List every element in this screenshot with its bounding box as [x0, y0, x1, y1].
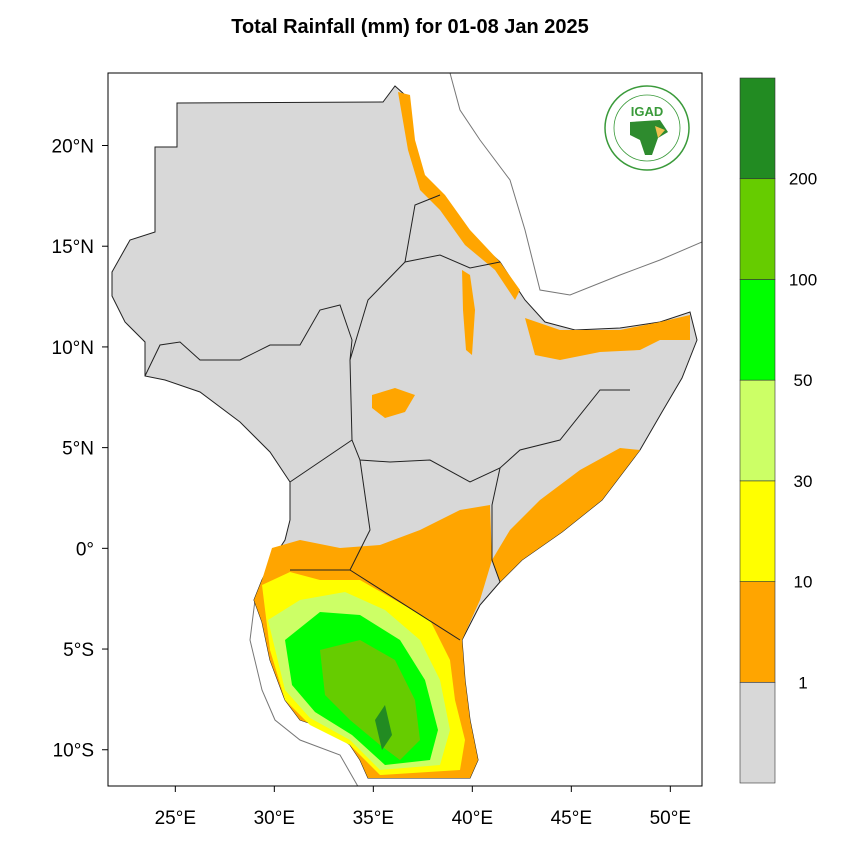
rain-1-10-djibouti-somalia [525, 315, 690, 360]
rain-1-10-east [492, 448, 640, 582]
colorbar-label: 200 [789, 170, 817, 189]
colorbar-label: 50 [794, 371, 813, 390]
lon-tick-label: 45°E [551, 808, 592, 829]
logo-text: IGAD [631, 104, 664, 119]
africa-coastline-south [249, 599, 359, 786]
colorbar-swatch [739, 681, 776, 784]
lon-tick-label: 35°E [353, 808, 394, 829]
rainfall-shading [254, 92, 690, 778]
colorbar-swatch [739, 581, 776, 683]
lat-tick-label: 5°N [62, 439, 94, 460]
lat-tick-label: 10°S [53, 741, 94, 762]
lat-tick-label: 0° [76, 539, 94, 560]
colorbar-swatch [739, 379, 776, 482]
rain-1-10-ethiopia [462, 270, 475, 355]
lat-tick-label: 15°N [52, 237, 94, 258]
colorbar-swatch [739, 279, 776, 381]
colorbar-label: 10 [794, 573, 813, 592]
colorbar-swatch [739, 480, 776, 582]
lat-tick-label: 20°N [52, 137, 94, 158]
rain-1-10-redsea [398, 92, 520, 300]
igad-logo: IGAD [604, 85, 690, 171]
colorbar-label: 100 [789, 270, 817, 289]
lat-tick-label: 10°N [52, 338, 94, 359]
lat-tick-label: 5°S [63, 640, 94, 661]
lon-tick-label: 30°E [254, 808, 295, 829]
lon-tick-label: 50°E [650, 808, 691, 829]
colorbar: 1 10 30 50 100 200 [739, 77, 817, 784]
rain-100-200 [320, 640, 420, 760]
colorbar-swatch [739, 178, 776, 280]
lon-tick-label: 40°E [452, 808, 493, 829]
colorbar-swatch [739, 77, 776, 180]
map-title: Total Rainfall (mm) for 01-08 Jan 2025 [231, 16, 589, 38]
rain-1-10-sudan [372, 388, 415, 418]
lon-tick-label: 25°E [155, 808, 196, 829]
colorbar-label: 1 [798, 673, 807, 692]
country-borders [144, 194, 630, 641]
axis-ticks: 25°E 30°E 35°E 40°E 45°E 50°E 20°N 15°N 10°N 5°N 0… [52, 137, 691, 829]
colorbar-label: 30 [794, 472, 813, 491]
arabia-coastline [449, 73, 702, 296]
rain-200-plus [375, 705, 392, 750]
map-frame [107, 72, 703, 787]
